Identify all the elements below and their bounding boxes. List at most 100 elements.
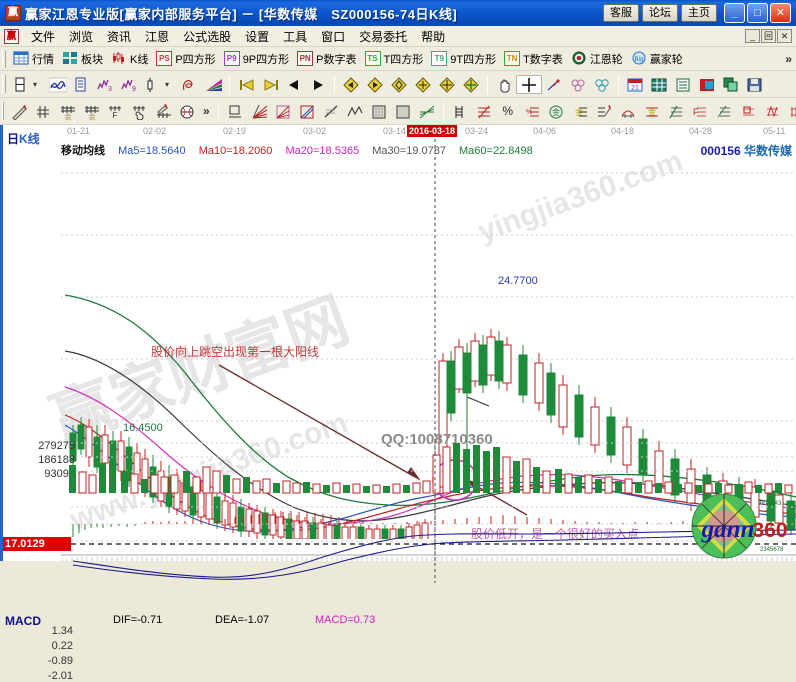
toolbar-overflow-button[interactable]: »	[785, 51, 792, 66]
next-button[interactable]	[306, 76, 330, 93]
single-bar-button[interactable]: ▾	[141, 76, 177, 93]
arch-button[interactable]	[616, 103, 640, 120]
mdi-close-button[interactable]: ✕	[777, 29, 792, 43]
p-square-button[interactable]: PS P四方形	[152, 50, 219, 68]
expand-button[interactable]	[459, 76, 483, 93]
pen-lines-button[interactable]	[592, 103, 616, 120]
pen-grid-button[interactable]	[151, 103, 175, 120]
menu-item-file[interactable]: 文件	[31, 29, 56, 44]
fan-red-button[interactable]	[247, 103, 271, 120]
menu-item-window[interactable]: 窗口	[321, 29, 346, 44]
chevron-down-icon[interactable]: ▾	[33, 79, 38, 89]
quotes-button[interactable]: 行情	[9, 50, 58, 68]
menu-item-settings[interactable]: 设置	[245, 29, 270, 44]
wave-button[interactable]	[45, 76, 69, 93]
percent-lines-button[interactable]: %	[520, 103, 544, 120]
trendline-button[interactable]	[319, 103, 343, 120]
toolbar2-grip[interactable]	[2, 75, 6, 93]
mdi-minimize-button[interactable]: _	[745, 29, 760, 43]
grid-overlay-button[interactable]	[367, 103, 391, 120]
fibonacci-f-button[interactable]: F	[103, 103, 127, 120]
t-number-table-button[interactable]: TN T数字表	[500, 50, 567, 68]
forum-button[interactable]: 论坛	[642, 4, 678, 22]
close-button[interactable]: ✕	[770, 3, 791, 23]
ladder-button[interactable]	[448, 103, 472, 120]
ball-button[interactable]	[175, 103, 199, 120]
fan-box2-button[interactable]	[295, 103, 319, 120]
grid-lines-button[interactable]	[31, 103, 55, 120]
hand-tool-button[interactable]	[492, 76, 516, 93]
toolbar3-grip[interactable]	[2, 102, 4, 120]
rect-tool-button[interactable]	[223, 103, 247, 120]
percent-fan-button[interactable]	[472, 103, 496, 120]
menu-item-trade[interactable]: 交易委托	[359, 29, 408, 44]
menu-item-tools[interactable]: 工具	[283, 29, 308, 44]
brain-map-button[interactable]	[566, 76, 590, 93]
chart-area[interactable]: 赢家财富网 www.yingjia360.com yingjia360.com	[0, 125, 796, 682]
multi-chart-9-button[interactable]: 9	[117, 76, 141, 93]
zoom-in-button[interactable]	[387, 76, 411, 93]
mdi-restore-button[interactable]: 回	[761, 29, 776, 43]
menu-item-help[interactable]: 帮助	[421, 29, 446, 44]
chevron-down-icon-2[interactable]: ▾	[165, 79, 170, 89]
toolbar-grip[interactable]	[2, 49, 6, 68]
shift-right-button[interactable]	[363, 76, 387, 93]
gold-grid-button[interactable]: 金	[640, 103, 664, 120]
drawing-overflow-button[interactable]: »	[203, 104, 210, 118]
prev-button[interactable]	[282, 76, 306, 93]
calendar-button[interactable]: 21	[623, 76, 647, 93]
gann-fan-gold-2-button[interactable]: 金	[79, 103, 103, 120]
9p-square-button[interactable]: P9 9P四方形	[220, 50, 293, 68]
slant-lines-button[interactable]	[664, 103, 688, 120]
spectrum-button[interactable]	[201, 76, 225, 93]
winner-wheel-button[interactable]: Big 赢家轮	[627, 50, 687, 68]
support-button[interactable]: 客服	[603, 4, 639, 22]
report-button[interactable]	[69, 76, 93, 93]
box-lines-button[interactable]	[736, 103, 760, 120]
t-square-button[interactable]: TS T四方形	[361, 50, 428, 68]
pen-tool-button[interactable]	[7, 103, 31, 120]
move-button[interactable]	[435, 76, 459, 93]
home-button[interactable]: 主页	[681, 4, 717, 22]
minimize-button[interactable]: _	[724, 3, 745, 23]
multi-chart-3-button[interactable]: 3	[93, 76, 117, 93]
fan-box-button[interactable]	[271, 103, 295, 120]
angle-lines-button[interactable]	[712, 103, 736, 120]
menu-item-gann[interactable]: 江恩	[145, 29, 170, 44]
shift-left-button[interactable]	[339, 76, 363, 93]
neural-button[interactable]	[590, 76, 614, 93]
maximize-button[interactable]: □	[747, 3, 768, 23]
percent-button[interactable]: %	[496, 103, 520, 120]
layout-button[interactable]	[695, 76, 719, 93]
zoom-out-button[interactable]	[411, 76, 435, 93]
macd-axis-3: -0.89	[47, 655, 73, 667]
save-button[interactable]	[743, 76, 767, 93]
spiral-button[interactable]	[127, 103, 151, 120]
gann-wheel-button[interactable]: 江恩轮	[567, 50, 627, 68]
gold-circle-button[interactable]: 金	[544, 103, 568, 120]
first-page-button[interactable]	[234, 76, 258, 93]
f-lines-button[interactable]: F	[688, 103, 712, 120]
gann-fan-gold-1-button[interactable]: 金	[55, 103, 79, 120]
copy-button[interactable]	[719, 76, 743, 93]
sector-button[interactable]: 板块	[58, 50, 107, 68]
measure-tool-button[interactable]	[542, 76, 566, 93]
9t-square-button[interactable]: T9 9T四方形	[427, 50, 500, 68]
menu-item-formula[interactable]: 公式选股	[183, 29, 232, 44]
p-number-table-button[interactable]: PN P数字表	[293, 50, 360, 68]
grid-dense-button[interactable]	[391, 103, 415, 120]
menu-item-news[interactable]: 资讯	[107, 29, 132, 44]
crosshair-tool-button[interactable]	[516, 74, 543, 94]
last-page-button[interactable]	[258, 76, 282, 93]
indicator-button[interactable]	[177, 76, 201, 93]
menu-item-browse[interactable]: 浏览	[69, 29, 94, 44]
fan-slant-button[interactable]	[415, 103, 439, 120]
data-table-button[interactable]	[647, 76, 671, 93]
notes-button[interactable]	[671, 76, 695, 93]
gold-lines-button[interactable]: 金	[568, 103, 592, 120]
kline-button[interactable]: K线	[107, 50, 152, 68]
gate-lines-button[interactable]	[760, 103, 784, 120]
zigzag-button[interactable]	[343, 103, 367, 120]
period-button[interactable]: ▾	[9, 76, 45, 93]
four-lines-button[interactable]	[784, 103, 796, 120]
